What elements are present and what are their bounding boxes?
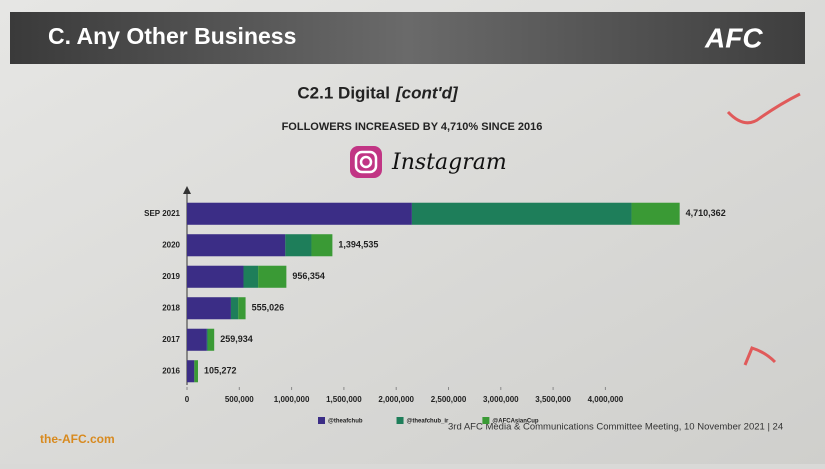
bar-segment <box>258 265 287 288</box>
bar-segment <box>243 265 259 288</box>
platform-name: Instagram <box>391 150 507 175</box>
x-tick-label: 1,000,000 <box>274 395 310 404</box>
y-tick-label: 2016 <box>162 366 180 375</box>
x-tick-label: 0 <box>185 395 190 404</box>
header-title: C. Any Other Business <box>48 23 296 49</box>
bar-segment <box>311 234 333 257</box>
x-tick-label: 2,000,000 <box>378 395 414 404</box>
legend-swatch <box>318 417 325 424</box>
y-axis-arrow <box>183 186 191 194</box>
bar-segment <box>631 202 680 225</box>
x-tick-label: 2,500,000 <box>431 395 467 404</box>
bar-segment <box>187 234 286 257</box>
legend-swatch <box>396 417 404 424</box>
y-tick-label: 2017 <box>162 335 180 344</box>
footer-site: the-AFC.com <box>40 432 115 446</box>
logo: AFC <box>704 22 763 53</box>
total-label: 956,354 <box>292 271 325 281</box>
instagram-icon-lens <box>359 155 373 169</box>
total-label: 1,394,535 <box>338 240 378 250</box>
bar-segment <box>187 360 195 383</box>
header-band <box>10 12 805 64</box>
x-tick-label: 4,000,000 <box>588 395 624 404</box>
pen-mark <box>726 92 801 125</box>
legend-label: @theafchub <box>328 419 363 425</box>
pen-mark <box>743 346 777 366</box>
x-tick-label: 500,000 <box>225 395 254 404</box>
total-label: 105,272 <box>204 366 237 376</box>
bar-segment <box>187 202 412 225</box>
bar-segment <box>187 328 207 351</box>
total-label: 555,026 <box>252 303 285 313</box>
bar-segment <box>411 202 632 225</box>
bar-segment <box>207 328 215 351</box>
x-tick-label: 1,500,000 <box>326 395 362 404</box>
y-tick-label: 2020 <box>162 240 180 249</box>
legend-label: @theafchub_ir <box>407 419 450 425</box>
x-tick-label: 3,000,000 <box>483 395 519 404</box>
x-tick-label: 3,500,000 <box>535 395 571 404</box>
chart-title-note: [cont'd] <box>395 83 459 102</box>
chart-subtitle: FOLLOWERS INCREASED BY 4,710% SINCE 2016 <box>282 121 543 133</box>
footer-meeting: 3rd AFC Media & Communications Committee… <box>448 422 783 433</box>
legend-swatch <box>482 417 490 424</box>
total-label: 259,934 <box>220 334 253 344</box>
bar-segment <box>194 360 198 383</box>
bar-segment <box>187 265 244 288</box>
legend-label: @AFCAsianCup <box>492 419 539 425</box>
chart-title: C2.1 Digital <box>297 83 390 102</box>
bar-segment <box>187 297 231 320</box>
y-tick-label: 2019 <box>162 272 180 281</box>
total-label: 4,710,362 <box>686 208 726 218</box>
instagram-icon-frame <box>354 150 378 174</box>
bar-segment <box>206 328 208 351</box>
bar-segment <box>238 297 246 320</box>
bar-segment <box>285 234 312 257</box>
y-tick-label: 2018 <box>162 303 180 312</box>
y-tick-label: SEP 2021 <box>144 209 180 218</box>
bar-segment <box>230 297 239 320</box>
